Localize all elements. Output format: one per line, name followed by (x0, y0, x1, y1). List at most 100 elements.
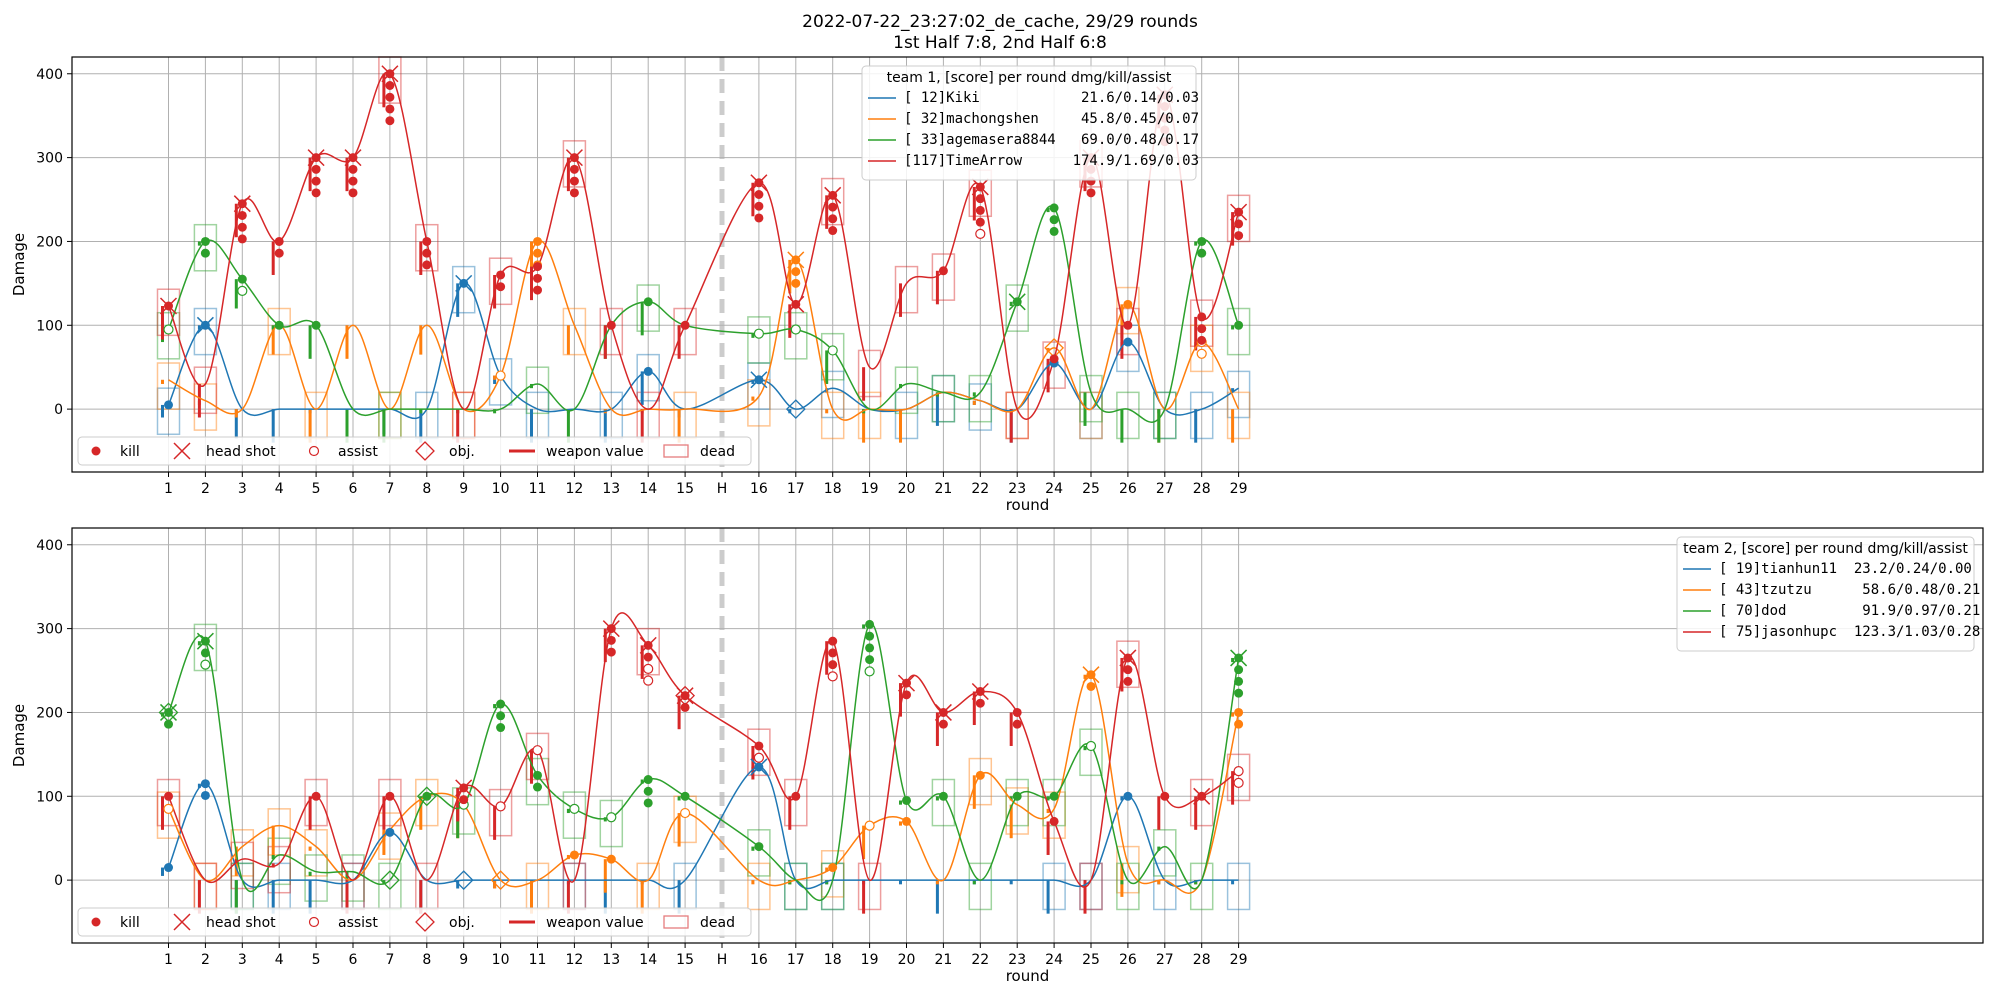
dead-box (304, 829, 328, 877)
kill-marker (569, 188, 579, 198)
dead-box (1079, 728, 1103, 777)
legend-title: team 2, [score] per round dmg/kill/assis… (1683, 541, 1968, 557)
x-tick-label: 18 (824, 481, 842, 497)
kill-marker (274, 248, 284, 258)
kill-marker (606, 647, 616, 657)
x-tick-label: 14 (639, 952, 657, 968)
kill-marker (1197, 236, 1207, 246)
kill-marker (385, 92, 395, 102)
marker-legend-label: obj. (449, 915, 475, 931)
x-tick-label: H (717, 481, 728, 497)
kill-marker (533, 236, 542, 246)
kill-marker (975, 770, 985, 780)
headshot-marker (1082, 666, 1100, 684)
kill-marker (200, 248, 210, 258)
dead-box (857, 862, 882, 911)
dead-box (931, 778, 956, 827)
headshot-marker (750, 758, 768, 776)
x-axis-label: round (1006, 496, 1050, 514)
kill-marker (311, 791, 321, 801)
kill-marker (1197, 335, 1207, 345)
kill-marker (606, 320, 616, 330)
x-tick-label: 15 (676, 481, 694, 497)
legend-entry: [ 43]tzutzu 58.6/0.48/0.21 (1719, 582, 1980, 598)
dead-box (968, 383, 993, 431)
kill-marker (1049, 226, 1059, 236)
kill-marker (569, 164, 579, 174)
dead-box (673, 307, 697, 356)
x-tick-label: 7 (385, 481, 394, 497)
marker-legend: kill head shot assist obj. weapon value dead (77, 436, 752, 466)
kill-marker (1234, 688, 1244, 698)
dead-box (230, 841, 255, 890)
kill-marker (164, 400, 173, 410)
dead-box (599, 307, 624, 356)
dead-box (304, 778, 328, 827)
kill-marker (902, 795, 911, 805)
dead-box (747, 362, 771, 410)
dead-box (525, 757, 550, 806)
assist-marker (827, 345, 838, 356)
series-line (167, 673, 1240, 894)
headshot-marker (233, 195, 251, 213)
headshot-marker (639, 636, 657, 654)
x-tick-label: 20 (898, 952, 916, 968)
legend-dead-symbol (663, 915, 689, 929)
kill-marker (1123, 676, 1133, 686)
x-tick-label: 17 (787, 481, 805, 497)
y-tick-label: 0 (54, 873, 63, 889)
headshot-marker (934, 703, 952, 721)
series-line (167, 623, 1240, 901)
y-tick-label: 400 (36, 538, 63, 554)
assist-marker (864, 820, 875, 831)
x-tick-label: 6 (349, 952, 358, 968)
kill-marker (1160, 791, 1170, 801)
dead-box (1005, 284, 1029, 332)
headshot-marker (971, 682, 989, 701)
x-tick-label: 3 (238, 481, 247, 497)
kill-marker (828, 660, 838, 670)
dead-box (931, 374, 956, 423)
dead-box (784, 862, 808, 911)
x-tick-label: H (717, 952, 728, 968)
kill-marker (1086, 681, 1096, 691)
x-tick-label: 10 (492, 481, 510, 497)
kill-marker (828, 202, 838, 212)
dead-box (1153, 829, 1177, 877)
headshot-marker (971, 178, 989, 196)
kill-marker (385, 81, 395, 91)
x-tick-label: 4 (275, 481, 284, 497)
kill-marker (754, 842, 764, 852)
x-tick-label: 7 (385, 952, 394, 968)
kill-marker (422, 260, 432, 270)
dead-box (378, 812, 402, 860)
x-tick-label: 1 (164, 952, 173, 968)
headshot-marker (676, 687, 694, 705)
x-tick-label: 11 (529, 952, 547, 968)
assist-marker (532, 745, 543, 756)
legend-headshot-symbol (173, 913, 191, 931)
dead-box (820, 332, 845, 381)
legend-entry: [ 75]jasonhupc 123.3/1.03/0.28 (1719, 624, 1980, 640)
dead-box (894, 391, 919, 440)
kill-marker (975, 698, 985, 708)
assist-marker (790, 324, 801, 335)
kill-marker (422, 248, 432, 258)
kill-marker (422, 236, 432, 246)
kill-marker (865, 619, 875, 629)
y-tick-label: 200 (36, 234, 63, 250)
assist-marker (975, 228, 986, 239)
dead-box (820, 391, 845, 440)
x-tick-label: 8 (422, 481, 431, 497)
x-tick-label: 3 (238, 952, 247, 968)
kill-marker (237, 274, 247, 284)
kill-marker (1234, 707, 1244, 717)
dead-box (599, 799, 624, 848)
legend-entry: [ 33]agemasera8844 69.0/0.48/0.17 (904, 132, 1199, 148)
kill-marker (459, 795, 469, 805)
headshot-marker (455, 274, 473, 292)
dead-box (562, 307, 587, 356)
marker-legend-frame (77, 436, 752, 466)
kill-marker (828, 214, 838, 224)
x-tick-label: 13 (602, 481, 620, 497)
